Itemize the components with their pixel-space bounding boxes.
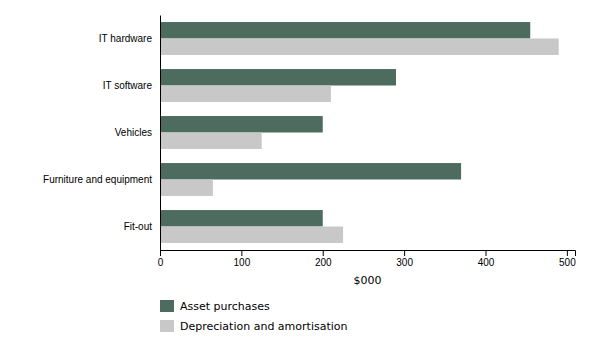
bar: [160, 86, 331, 102]
tick-mark: [485, 250, 486, 256]
tick-label: 0: [158, 257, 164, 268]
axis-line: [161, 251, 576, 257]
tick: 500: [559, 250, 576, 268]
x-axis: 0 100 200 300 400 500: [158, 250, 576, 268]
legend-swatch: [160, 300, 174, 312]
tick-mark: [323, 250, 324, 256]
chart: 0 100 200 300 400 500 IT hardware IT software Ve…: [0, 0, 600, 350]
tick-label: Vehicles: [115, 127, 152, 138]
tick-label: Fit-out: [124, 221, 153, 232]
tick-label: 500: [559, 257, 576, 268]
bar: [160, 163, 461, 179]
y-axis: IT hardware IT software Vehicles Furniture …: [43, 16, 160, 251]
bar: [160, 39, 559, 55]
tick: Furniture and equipment: [43, 174, 152, 185]
legend-item: Asset purchases: [160, 300, 270, 313]
bar: [160, 116, 323, 132]
legend-swatch: [160, 320, 174, 332]
tick: 100: [234, 250, 251, 268]
series: [160, 39, 559, 243]
bars: [160, 22, 559, 243]
tick-mark: [160, 250, 161, 256]
bar: [160, 180, 213, 196]
x-axis-label: $000: [354, 274, 382, 287]
tick: Vehicles: [115, 127, 152, 138]
tick: IT hardware: [99, 33, 153, 44]
bar: [160, 210, 323, 226]
tick-label: 300: [396, 257, 413, 268]
bar: [160, 22, 530, 38]
tick-mark: [567, 250, 568, 256]
tick: 300: [396, 250, 413, 268]
tick-label: 200: [315, 257, 332, 268]
tick-mark: [404, 250, 405, 256]
tick-label: IT software: [103, 80, 153, 91]
tick-label: 400: [478, 257, 495, 268]
tick-label: 100: [234, 257, 251, 268]
tick-mark: [241, 250, 242, 256]
bar: [160, 69, 396, 85]
legend: Asset purchases Depreciation and amortisa…: [160, 300, 348, 333]
tick: 200: [315, 250, 332, 268]
tick: 400: [478, 250, 495, 268]
bar: [160, 227, 343, 243]
legend-label: Depreciation and amortisation: [180, 320, 348, 333]
tick: 0: [158, 250, 164, 268]
plot: 0 100 200 300 400 500 IT hardware IT software Ve…: [43, 16, 576, 288]
tick-label: IT hardware: [99, 33, 153, 44]
tick-label: Furniture and equipment: [43, 174, 152, 185]
axis-line: [160, 16, 161, 251]
legend-label: Asset purchases: [180, 300, 270, 313]
legend-item: Depreciation and amortisation: [160, 320, 348, 333]
bar: [160, 133, 262, 149]
tick: Fit-out: [124, 221, 153, 232]
tick: IT software: [103, 80, 153, 91]
